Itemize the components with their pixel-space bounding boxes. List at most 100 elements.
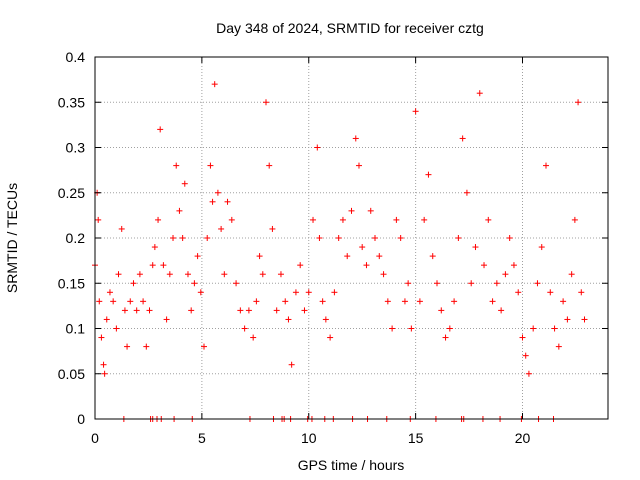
data-point [367,207,374,214]
data-point [547,289,554,296]
data-point [485,216,492,223]
data-point [575,99,582,106]
data-point [140,298,147,305]
data-point [133,307,140,314]
data-point [113,325,120,332]
data-point [170,235,177,241]
data-point [506,235,513,241]
data-point [151,244,158,251]
data-point [344,253,351,260]
data-point [481,262,488,269]
data-points [92,81,588,422]
data-point [314,144,321,151]
data-point [136,271,143,278]
data-point [130,280,137,287]
x-tick-label: 0 [91,430,99,446]
data-point [211,81,218,88]
data-point [515,289,522,296]
data-point [233,280,240,287]
y-tick-label: 0.15 [58,275,85,291]
data-point [401,298,408,305]
data-point [560,298,567,305]
chart-title: Day 348 of 2024, SRMTID for receiver czt… [216,20,484,36]
data-point [250,334,257,341]
data-point [564,316,571,323]
data-point [434,280,440,287]
data-point [355,162,362,169]
data-point [149,262,156,269]
data-point [96,298,103,305]
data-point [207,162,214,169]
data-point [245,307,252,314]
data-point [348,207,355,214]
data-point [408,325,415,332]
data-point [327,334,334,341]
data-point [442,334,449,341]
data-point [282,298,289,305]
data-point [273,307,280,314]
data-point [301,307,308,314]
data-point [380,271,387,278]
data-point [372,235,379,241]
data-point [173,162,180,169]
data-point [237,307,244,314]
data-point [578,289,585,296]
y-tick-label: 0.25 [58,185,85,201]
data-point [157,126,164,133]
data-point [568,271,575,278]
data-point [103,316,110,323]
data-point [438,307,445,314]
data-point [384,298,391,305]
x-axis-label: GPS time / hours [298,457,405,473]
data-point [256,253,263,260]
data-point [463,189,470,196]
x-tick-label: 20 [515,430,531,446]
data-point [335,235,342,241]
data-point [101,370,108,377]
data-point [197,289,204,296]
data-point [451,298,458,305]
data-point [95,216,102,223]
data-point [155,216,162,223]
data-point [581,316,588,323]
data-point [310,216,317,223]
data-point [416,298,423,305]
data-point [166,271,173,278]
y-tick-label: 0 [77,411,85,427]
data-point [476,90,483,97]
data-point [224,198,231,205]
data-point [100,361,107,368]
data-point [525,370,532,377]
data-point [285,316,292,323]
y-tick-label: 0.2 [66,230,86,246]
data-point [143,343,150,350]
data-point [106,289,113,296]
data-point [389,325,396,332]
data-point [214,189,221,196]
data-point [455,235,462,241]
data-point [551,325,558,332]
data-point [184,271,191,278]
data-point [530,325,537,332]
data-point [115,271,122,278]
data-point [209,198,216,205]
data-point [297,262,304,269]
data-point [179,235,186,241]
data-point [571,216,578,223]
x-tick-label: 10 [301,430,317,446]
data-point [277,271,284,278]
data-point [493,280,500,287]
data-point [266,162,273,169]
data-point [176,207,183,214]
data-point [316,235,323,241]
data-point [288,361,295,368]
axes: 0 0.05 0.1 0.15 0.2 0.25 0.3 0.35 0.4 0 5 10 15 20 [58,49,608,446]
data-point [160,262,167,269]
data-point [429,253,436,260]
data-point [259,271,266,278]
y-tick-label: 0.3 [66,140,86,156]
x-tick-label: 15 [408,430,424,446]
data-point [181,180,188,187]
y-tick-label: 0.1 [66,321,86,337]
data-point [421,216,428,223]
